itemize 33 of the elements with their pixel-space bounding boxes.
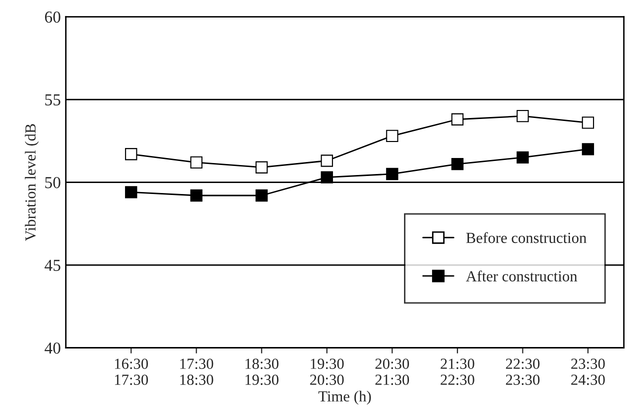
y-axis-title: Vibration level (dB — [24, 124, 39, 242]
point — [320, 171, 333, 184]
x-tick-label: 19:30 20:30 — [310, 358, 344, 385]
point — [516, 151, 529, 164]
x-tick-label: 22:30 23:30 — [506, 358, 540, 385]
y-tick-label: 55 — [45, 94, 60, 106]
point — [256, 189, 268, 202]
x-tick-label: 20:30 21:30 — [375, 358, 409, 385]
x-tick-label: 23:30 24:30 — [571, 358, 605, 385]
x-axis-title: Time (h) — [318, 390, 371, 405]
legend-label: After construction — [466, 270, 578, 282]
point — [451, 158, 464, 170]
point — [386, 168, 398, 180]
x-tick-label: 21:30 22:30 — [440, 358, 474, 385]
point — [582, 116, 594, 129]
x-tick-label: 17:30 18:30 — [180, 358, 214, 385]
y-tick-label: 50 — [45, 176, 60, 188]
legend-label: Before construction — [466, 232, 586, 244]
point — [451, 113, 464, 126]
y-tick-label: 40 — [44, 342, 60, 354]
x-tick-label: 16:30 17:30 — [115, 358, 148, 385]
point — [386, 130, 398, 142]
point — [516, 110, 529, 122]
point — [320, 154, 333, 167]
y-tick-label: 60 — [45, 11, 60, 23]
point — [125, 186, 138, 198]
point — [190, 156, 202, 168]
point — [256, 161, 268, 174]
y-tick-label: 45 — [44, 260, 60, 271]
point — [582, 143, 594, 156]
x-tick-label: 18:30 19:30 — [246, 358, 278, 385]
point — [190, 189, 202, 202]
point — [125, 148, 138, 160]
